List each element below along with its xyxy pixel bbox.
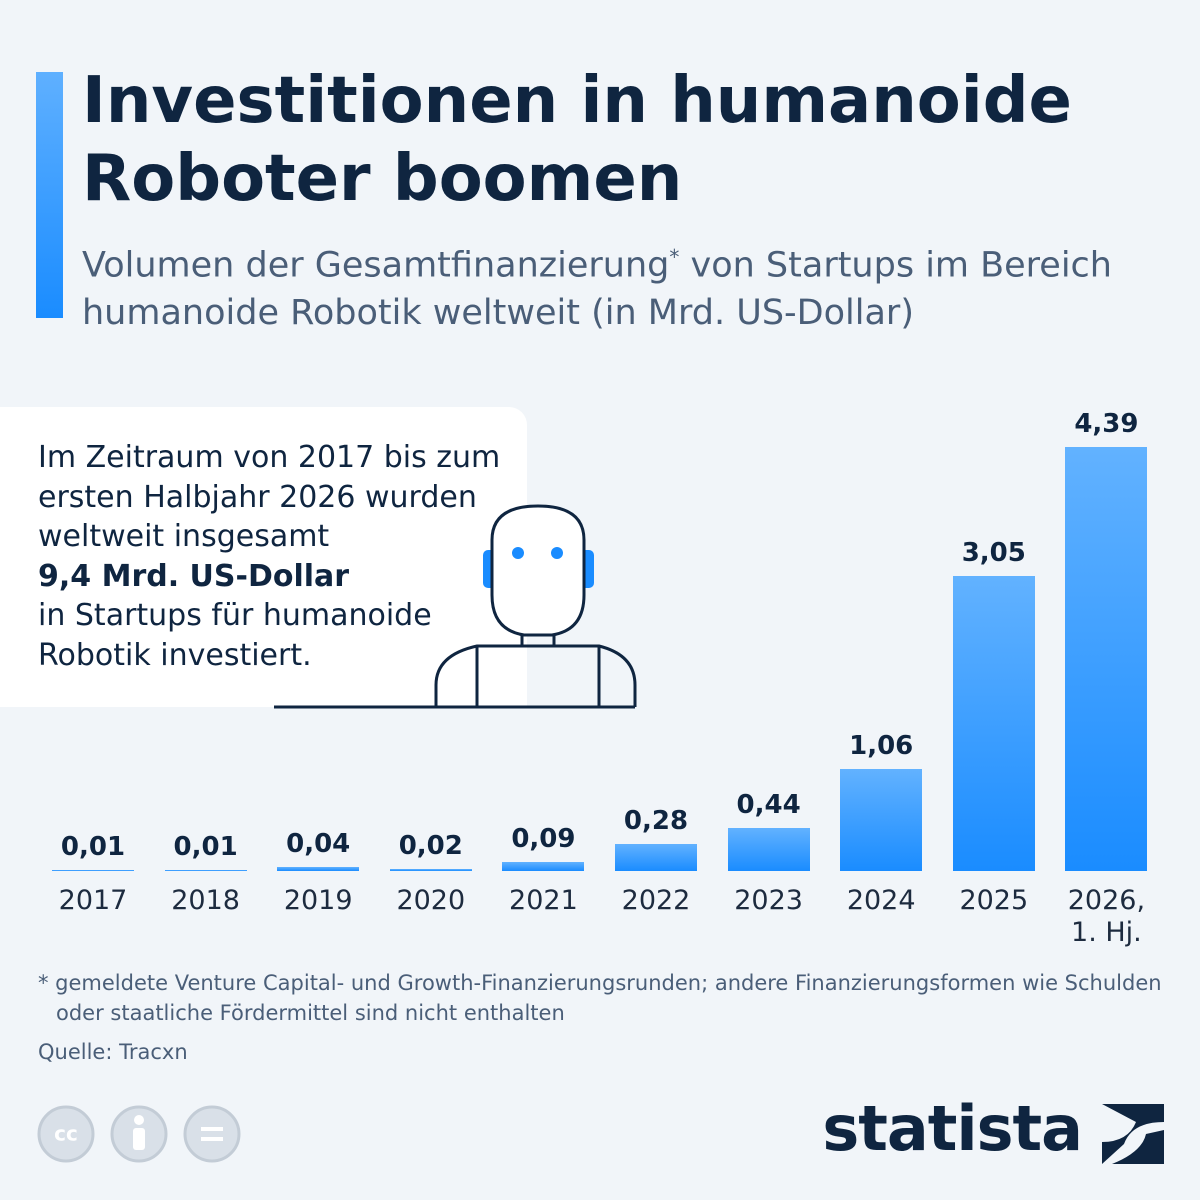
bar — [52, 870, 134, 871]
annotation-text: Im Zeitraum von 2017 bis zum ersten Halb… — [38, 440, 501, 554]
bar — [164, 870, 247, 871]
bar — [389, 869, 472, 871]
robot-icon — [274, 504, 637, 709]
value-label: 0,02 — [398, 831, 463, 862]
x-tick-label: 2026, 1. Hj. — [1067, 885, 1146, 948]
value-label: 0,04 — [286, 829, 351, 860]
x-tick-label: 2018 — [171, 885, 240, 916]
x-tick-label: 2025 — [959, 885, 1029, 916]
title: Investitionen in humanoide Roboter boome… — [82, 64, 1072, 216]
subtitle-text: von Startups im Bereich humanoide Roboti… — [82, 245, 1112, 333]
brand-logo — [1102, 1104, 1164, 1164]
annotation-box — [0, 407, 527, 707]
brand: statista — [822, 1092, 1083, 1165]
bar — [615, 843, 697, 871]
x-tick-label: 2024 — [846, 885, 916, 916]
annotation: Im Zeitraum von 2017 bis zum ersten Halb… — [38, 438, 508, 675]
license-icons: cc — [37, 1105, 241, 1163]
x-tick-label: 2022 — [621, 885, 691, 916]
value-label: 0,09 — [511, 824, 576, 855]
annotation-text: in Startups für humanoide Robotik invest… — [38, 598, 432, 673]
accent-bar — [36, 72, 63, 318]
bar — [502, 862, 585, 871]
subtitle: Volumen der Gesamtfinanzierung* von Star… — [82, 234, 1182, 337]
source: Quelle: Tracxn — [38, 1040, 188, 1064]
x-tick-label: 2023 — [734, 885, 803, 916]
bar — [1065, 446, 1148, 871]
x-tick-label: 2020 — [396, 885, 466, 916]
value-label: 1,06 — [849, 730, 914, 761]
value-label: 4,39 — [1074, 408, 1139, 439]
value-label: 0,01 — [60, 832, 126, 863]
value-label: 0,01 — [173, 832, 238, 863]
bar — [277, 867, 360, 871]
bar — [952, 576, 1035, 871]
footnote: * gemeldete Venture Capital- und Growth-… — [38, 971, 1162, 1025]
cc-label: cc — [54, 1122, 78, 1146]
bar — [727, 828, 810, 871]
annotation-highlight: 9,4 Mrd. US-Dollar — [38, 558, 350, 594]
footnote-marker: * — [669, 245, 680, 269]
bar — [840, 768, 923, 871]
x-tick-label: 2019 — [283, 885, 353, 916]
subtitle-text: Volumen der Gesamtfinanzierung — [82, 245, 670, 286]
value-label: 3,05 — [961, 538, 1026, 569]
x-tick-label: 2017 — [58, 885, 128, 916]
x-tick-label: 2021 — [509, 885, 578, 916]
value-label: 0,44 — [736, 790, 801, 821]
value-label: 0,28 — [623, 805, 689, 836]
